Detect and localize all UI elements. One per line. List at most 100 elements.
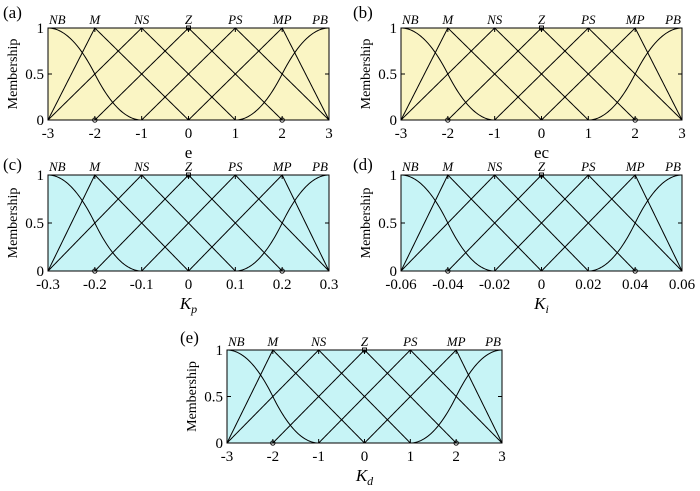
x-tick-label: 0.1 bbox=[226, 277, 245, 293]
y-tick-label: 1 bbox=[390, 168, 398, 184]
mf-label-pb: PB bbox=[664, 159, 681, 174]
y-tick-label: 1 bbox=[216, 343, 224, 359]
mf-label-mp: MP bbox=[272, 159, 292, 174]
x-axis-label: Kd bbox=[355, 466, 374, 488]
mf-label-pb: PB bbox=[664, 12, 681, 27]
x-tick-label: -1 bbox=[312, 449, 325, 465]
mf-label-m: M bbox=[266, 334, 279, 349]
mf-label-m: M bbox=[88, 159, 101, 174]
x-axis-label: ec bbox=[534, 143, 550, 162]
mf-label-nb: NB bbox=[401, 159, 419, 174]
panel-label-c: (c) bbox=[3, 155, 22, 174]
x-tick-label: 0.06 bbox=[669, 277, 696, 293]
x-tick-label: -1 bbox=[135, 126, 148, 142]
x-tick-label: -0.3 bbox=[36, 277, 60, 293]
x-tick-label: 0.02 bbox=[575, 277, 601, 293]
y-axis-label: Membership bbox=[6, 39, 21, 110]
x-tick-label: 1 bbox=[585, 126, 593, 142]
y-tick-label: 0.5 bbox=[25, 216, 44, 232]
mf-label-z: Z bbox=[361, 334, 369, 349]
mf-label-z: Z bbox=[185, 12, 193, 27]
x-tick-label: -0.2 bbox=[83, 277, 107, 293]
y-tick-label: 0 bbox=[216, 436, 224, 452]
x-tick-label: 3 bbox=[498, 449, 506, 465]
x-axis-label-main: K bbox=[355, 466, 369, 485]
mf-label-nb: NB bbox=[48, 12, 66, 27]
y-tick-label: 0.5 bbox=[204, 390, 223, 406]
x-tick-label: 0 bbox=[185, 277, 193, 293]
mf-label-pb: PB bbox=[311, 159, 328, 174]
y-axis-label: Membership bbox=[6, 188, 21, 259]
x-tick-label: -0.1 bbox=[130, 277, 154, 293]
mf-label-ns: NS bbox=[486, 12, 503, 27]
x-tick-label: 0 bbox=[538, 277, 546, 293]
panel-label-e: (e) bbox=[180, 328, 199, 347]
x-axis-label-main: K bbox=[533, 294, 547, 313]
x-tick-label: 0.3 bbox=[320, 277, 339, 293]
mf-label-ps: PS bbox=[227, 12, 243, 27]
x-axis-label-subscript: d bbox=[367, 474, 374, 488]
panel-label-b: (b) bbox=[353, 3, 373, 22]
x-axis-label-subscript: i bbox=[546, 302, 549, 316]
x-axis-label: Kp bbox=[179, 294, 197, 316]
y-tick-label: 0.5 bbox=[378, 67, 397, 83]
panel-c: -0.3 -0.2 -0.1 0 0.1 0.2 0.3 0 0.5 1NB M NS Z PS MP PB M… bbox=[3, 155, 338, 316]
mf-label-ps: PS bbox=[580, 12, 596, 27]
y-tick-label: 0 bbox=[37, 113, 45, 129]
mf-label-ns: NS bbox=[133, 159, 150, 174]
x-tick-label: -0.04 bbox=[432, 277, 464, 293]
x-tick-label: 2 bbox=[278, 126, 286, 142]
y-axis-label: Membership bbox=[185, 361, 200, 432]
x-axis-label-main: ec bbox=[534, 143, 550, 162]
mf-label-mp: MP bbox=[625, 159, 645, 174]
x-tick-label: 3 bbox=[325, 126, 333, 142]
x-tick-label: 1 bbox=[407, 449, 415, 465]
mf-label-z: Z bbox=[185, 159, 193, 174]
x-tick-label: 0.2 bbox=[273, 277, 292, 293]
y-tick-label: 1 bbox=[37, 21, 45, 37]
x-tick-label: -3 bbox=[221, 449, 234, 465]
mf-label-m: M bbox=[441, 12, 454, 27]
panel-d: -0.06 -0.04 -0.02 0 0.02 0.04 0.06 0 0.5 1NB M NS Z P… bbox=[353, 155, 696, 316]
panel-label-a: (a) bbox=[3, 3, 22, 22]
x-tick-label: 2 bbox=[452, 449, 460, 465]
x-axis-label-main: e bbox=[185, 143, 193, 162]
mf-label-ps: PS bbox=[402, 334, 418, 349]
x-tick-label: -2 bbox=[442, 126, 455, 142]
y-tick-label: 0.5 bbox=[378, 216, 397, 232]
x-tick-label: -0.02 bbox=[479, 277, 510, 293]
x-tick-label: -2 bbox=[89, 126, 102, 142]
mf-label-ns: NS bbox=[486, 159, 503, 174]
mf-label-pb: PB bbox=[484, 334, 501, 349]
y-tick-label: 0 bbox=[390, 264, 398, 280]
mf-label-ps: PS bbox=[580, 159, 596, 174]
x-axis-label: e bbox=[185, 143, 193, 162]
panel-label-d: (d) bbox=[353, 155, 373, 174]
x-tick-label: -1 bbox=[488, 126, 501, 142]
mf-label-m: M bbox=[88, 12, 101, 27]
mf-label-z: Z bbox=[538, 159, 546, 174]
mf-label-mp: MP bbox=[625, 12, 645, 27]
mf-label-ps: PS bbox=[227, 159, 243, 174]
y-tick-label: 0 bbox=[37, 264, 45, 280]
x-axis-label-main: K bbox=[179, 294, 193, 313]
x-tick-label: 0.04 bbox=[622, 277, 649, 293]
mf-label-nb: NB bbox=[48, 159, 66, 174]
mf-label-m: M bbox=[441, 159, 454, 174]
mf-label-pb: PB bbox=[311, 12, 328, 27]
y-tick-label: 1 bbox=[390, 21, 398, 37]
x-tick-label: -0.06 bbox=[385, 277, 417, 293]
y-tick-label: 1 bbox=[37, 168, 45, 184]
y-axis-label: Membership bbox=[359, 188, 374, 259]
mf-label-mp: MP bbox=[446, 334, 466, 349]
mf-label-nb: NB bbox=[401, 12, 419, 27]
x-axis-label: Ki bbox=[533, 294, 549, 316]
x-tick-label: -2 bbox=[267, 449, 280, 465]
y-tick-label: 0 bbox=[390, 113, 398, 129]
y-axis-label: Membership bbox=[359, 39, 374, 110]
mf-label-z: Z bbox=[538, 12, 546, 27]
